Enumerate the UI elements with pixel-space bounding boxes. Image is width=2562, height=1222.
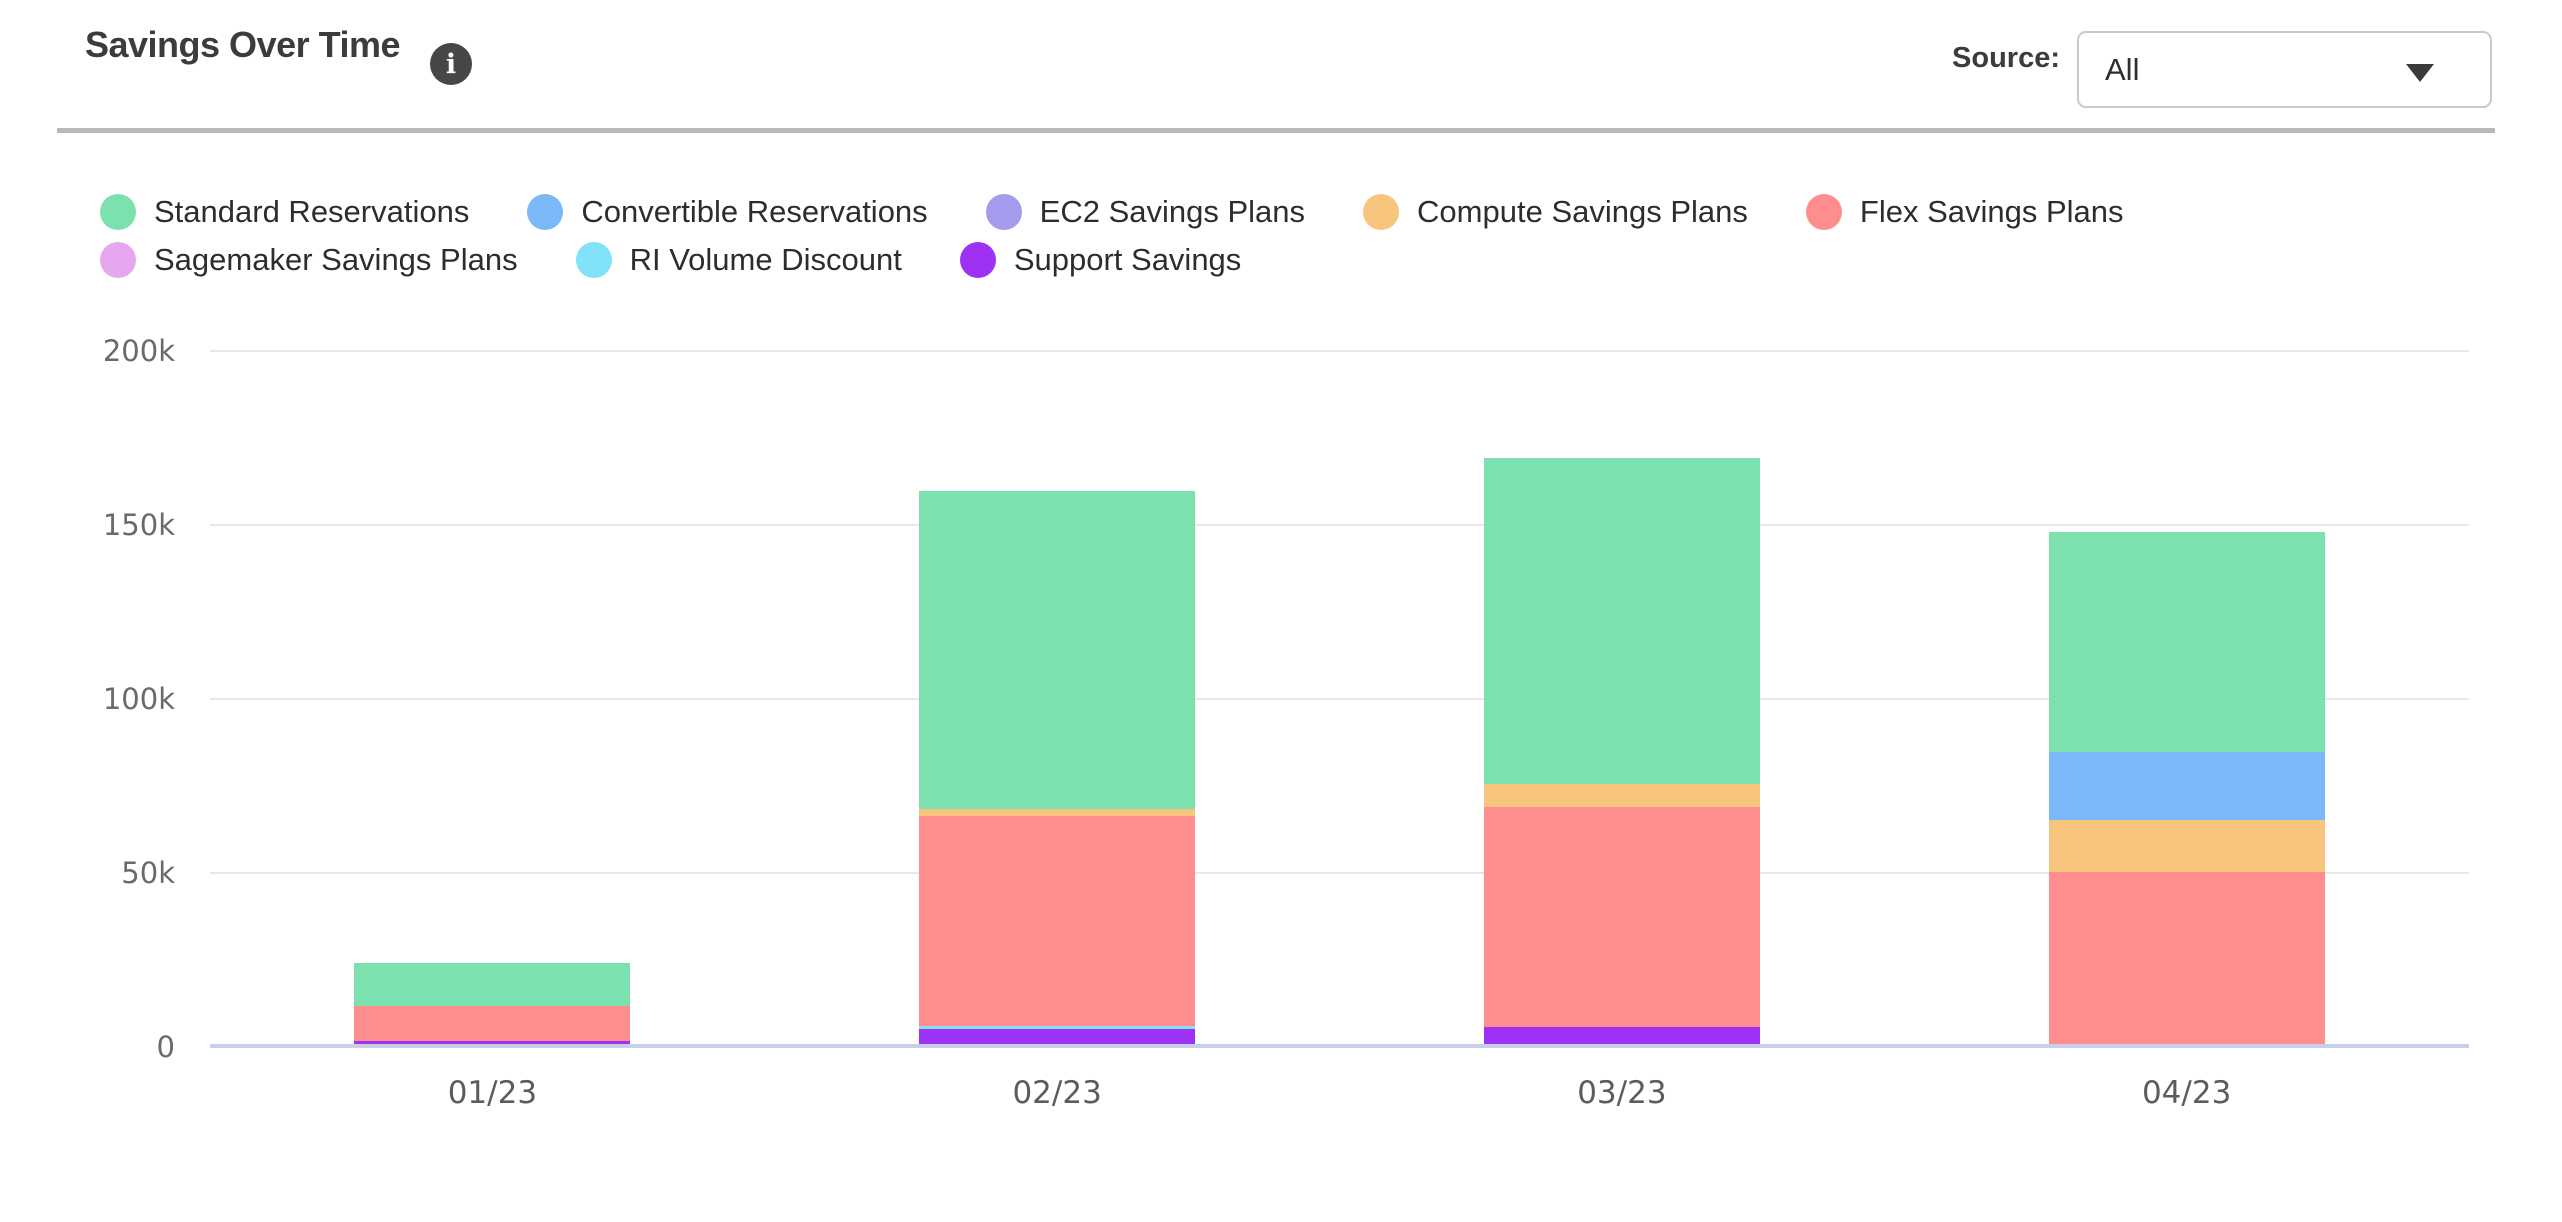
info-icon-glyph: i	[445, 48, 457, 80]
x-tick-label-02/23: 02/23	[1012, 1075, 1102, 1111]
legend-label: RI Volume Discount	[629, 242, 902, 277]
bar-segment-support_savings-01/23[interactable]	[354, 1040, 631, 1044]
x-tick-label-04/23: 04/23	[2141, 1075, 2232, 1111]
info-icon[interactable]: i	[430, 43, 472, 85]
source-dropdown[interactable]: All	[2077, 31, 2492, 108]
bar-segment-support_savings-03/23[interactable]	[1483, 1026, 1760, 1044]
bar-segment-standard_reservations-03/23[interactable]	[1483, 458, 1760, 785]
legend-dot-convertible_reservations	[527, 194, 564, 230]
legend-dot-support_savings	[959, 242, 996, 278]
legend-label: Support Savings	[1013, 242, 1242, 277]
legend-label: Flex Savings Plans	[1859, 194, 2124, 229]
gridline-150k	[210, 524, 2469, 526]
y-tick-label-50k: 50k	[121, 856, 175, 890]
bar-04/23[interactable]	[2048, 531, 2325, 1044]
legend-label: Standard Reservations	[154, 194, 470, 229]
legend-item-flex_savings_plans[interactable]: Flex Savings Plans	[1805, 194, 2124, 230]
gridline-50k	[210, 872, 2469, 874]
bar-segment-support_savings-02/23[interactable]	[919, 1028, 1196, 1044]
panel-title: Savings Over Time	[85, 24, 401, 65]
y-tick-label-0: 0	[156, 1030, 175, 1064]
bar-segment-flex_savings_plans-04/23[interactable]	[2048, 872, 2325, 1044]
legend-label: EC2 Savings Plans	[1039, 194, 1306, 229]
source-dropdown-value: All	[2105, 51, 2140, 87]
bar-segment-standard_reservations-01/23[interactable]	[354, 962, 631, 1006]
bar-segment-convertible_reservations-04/23[interactable]	[2048, 752, 2325, 820]
legend-dot-ri_volume_discount	[575, 242, 612, 278]
legend-item-support_savings[interactable]: Support Savings	[959, 242, 1242, 278]
bar-segment-flex_savings_plans-01/23[interactable]	[354, 1005, 631, 1041]
legend-dot-ec2_savings_plans	[985, 194, 1022, 230]
legend-dot-sagemaker_savings_plans	[100, 242, 136, 278]
bar-segment-compute_savings_plans-02/23[interactable]	[919, 809, 1196, 817]
legend-item-convertible_reservations[interactable]: Convertible Reservations	[527, 194, 928, 230]
y-tick-label-200k: 200k	[102, 334, 175, 368]
legend-item-compute_savings_plans[interactable]: Compute Savings Plans	[1363, 194, 1748, 230]
legend-row: Standard Reservations Convertible Reserva…	[100, 194, 2460, 230]
x-tick-label-03/23: 03/23	[1577, 1075, 1667, 1111]
bar-segment-standard_reservations-04/23[interactable]	[2048, 531, 2325, 753]
x-axis-line	[210, 1044, 2469, 1048]
bar-segment-standard_reservations-02/23[interactable]	[919, 490, 1196, 810]
legend-label: Sagemaker Savings Plans	[154, 242, 518, 277]
bar-segment-compute_savings_plans-04/23[interactable]	[2048, 819, 2325, 873]
legend-item-ri_volume_discount[interactable]: RI Volume Discount	[575, 242, 902, 278]
chevron-down-icon	[2406, 64, 2434, 82]
legend-row: Sagemaker Savings Plans RI Volume Discoun…	[100, 242, 2460, 278]
x-tick-label-01/23: 01/23	[447, 1075, 538, 1111]
legend-item-standard_reservations[interactable]: Standard Reservations	[100, 194, 469, 230]
bar-03/23[interactable]	[1483, 458, 1760, 1044]
source-label: Source:	[1952, 42, 2060, 74]
legend-dot-standard_reservations	[100, 194, 136, 230]
legend-dot-compute_savings_plans	[1363, 194, 1400, 230]
legend-item-ec2_savings_plans[interactable]: EC2 Savings Plans	[985, 194, 1306, 230]
y-tick-label-100k: 100k	[102, 682, 175, 716]
legend-dot-flex_savings_plans	[1805, 194, 1842, 230]
bar-segment-ri_volume_discount-02/23[interactable]	[919, 1026, 1196, 1029]
plot-area	[210, 350, 2469, 1048]
bar-01/23[interactable]	[354, 962, 631, 1044]
legend-label: Convertible Reservations	[581, 194, 928, 229]
bar-segment-flex_savings_plans-02/23[interactable]	[919, 816, 1196, 1027]
y-tick-label-150k: 150k	[102, 508, 175, 542]
chart-legend: Standard Reservations Convertible Reserva…	[100, 194, 2460, 290]
bar-02/23[interactable]	[919, 490, 1196, 1044]
legend-item-sagemaker_savings_plans[interactable]: Sagemaker Savings Plans	[100, 242, 518, 278]
header-divider	[57, 128, 2495, 133]
gridline-200k	[210, 350, 2469, 352]
bar-segment-flex_savings_plans-03/23[interactable]	[1483, 807, 1760, 1027]
bar-segment-compute_savings_plans-03/23[interactable]	[1483, 784, 1760, 808]
legend-label: Compute Savings Plans	[1417, 194, 1748, 229]
gridline-100k	[210, 698, 2469, 700]
